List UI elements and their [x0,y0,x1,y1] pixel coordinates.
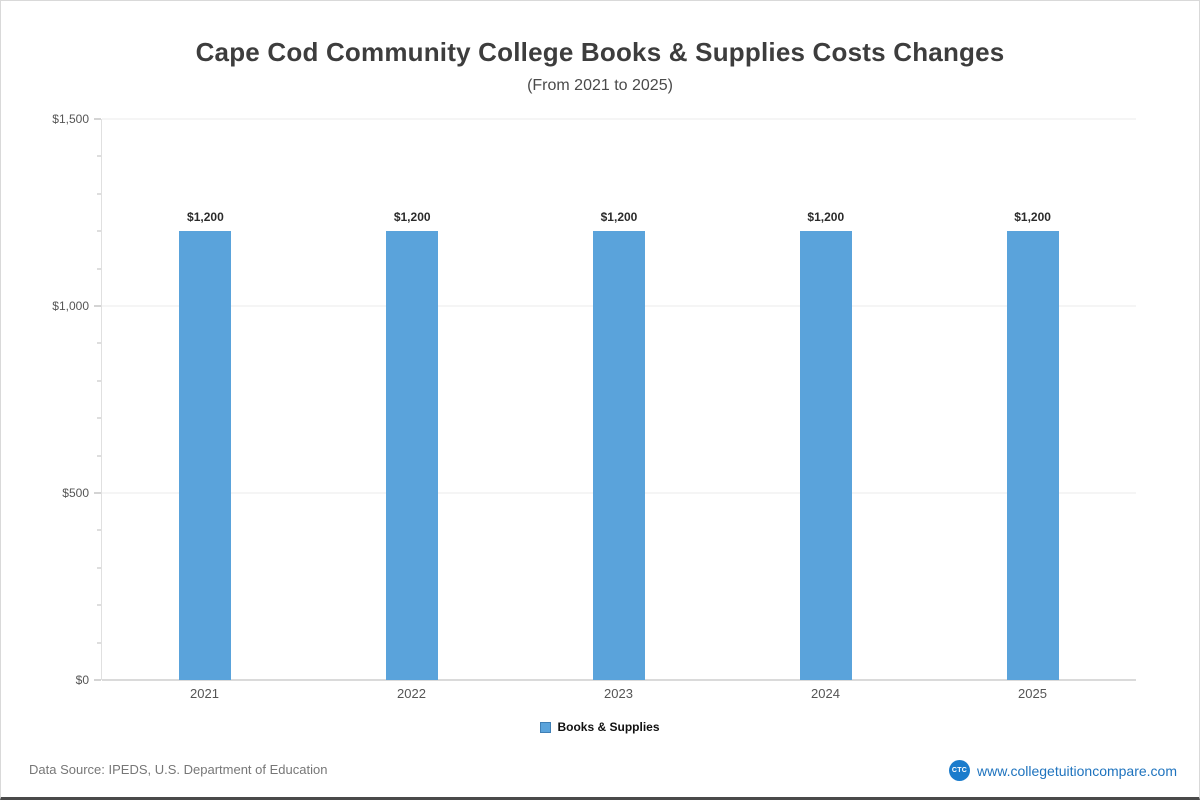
y-axis-tick [97,455,101,457]
bar-slot: $1,200 [309,119,516,680]
bar-slot: $1,200 [516,119,723,680]
x-axis-label: 2022 [397,686,426,701]
x-axis-label: 2021 [190,686,219,701]
y-axis-tick [94,305,101,307]
site-link-label: www.collegetuitioncompare.com [977,762,1177,779]
bar-slot: $1,200 [722,119,929,680]
page-subtitle: (From 2021 to 2025) [527,77,673,94]
y-axis: $0 $500 $1,000 $1,500 [31,112,101,687]
site-logo-icon: CTC [949,760,971,781]
footer-source: Data Source: IPEDS, U.S. Department of E… [29,762,328,777]
bar-2022 [386,231,439,680]
y-axis-label: $1,500 [52,112,89,126]
y-axis-tick [97,342,101,344]
y-axis-tick [97,604,101,606]
bar-2023 [592,231,645,680]
bar-chart: $0 $500 $1,000 $1,500 $1,200 $1,200 $1,200 $1,… [52,112,1136,687]
gridline [102,118,1136,120]
y-axis-tick [97,268,101,270]
y-axis-tick [97,230,101,232]
bar-2025 [1006,231,1059,680]
y-axis-label: $500 [62,486,89,500]
y-axis-label: $1,000 [52,299,89,313]
y-axis-tick [97,567,101,569]
y-axis-tick [97,642,101,644]
y-axis-tick [94,492,101,494]
y-axis-tick [97,155,101,157]
x-axis-label: 2024 [811,686,840,701]
y-axis-tick [94,679,101,681]
bar-value-label: $1,200 [600,210,638,225]
y-axis-tick [97,193,101,195]
x-axis-label: 2023 [604,686,633,701]
y-axis-tick [97,529,101,531]
plot-area: $1,200 $1,200 $1,200 $1,200 $1,200 [101,118,1136,681]
gridline [102,679,1136,681]
x-axis: 2021 2022 2023 2024 2025 [101,686,1136,701]
legend-swatch [540,721,552,733]
bars-row: $1,200 $1,200 $1,200 $1,200 $1,200 [102,119,1136,680]
legend-label: Books & Supplies [557,720,660,734]
bar-2024 [799,231,852,680]
bar-value-label: $1,200 [393,210,431,225]
x-axis-label: 2025 [1018,686,1047,701]
y-axis-tick [94,118,101,120]
legend: Books & Supplies [1,720,1199,734]
y-axis-label: $0 [75,673,89,687]
bar-value-label: $1,200 [807,210,845,225]
footer-site-link[interactable]: CTC www.collegetuitioncompare.com [949,760,1177,781]
bar-2021 [179,231,232,680]
legend-item: Books & Supplies [540,720,660,734]
bar-value-label: $1,200 [187,210,224,225]
bar-slot: $1,200 [929,119,1136,680]
y-axis-tick [97,417,101,419]
y-axis-tick [97,380,101,382]
bar-value-label: $1,200 [1014,210,1051,225]
bar-slot: $1,200 [102,119,309,680]
page-title: Cape Cod Community College Books & Suppl… [195,37,1005,67]
